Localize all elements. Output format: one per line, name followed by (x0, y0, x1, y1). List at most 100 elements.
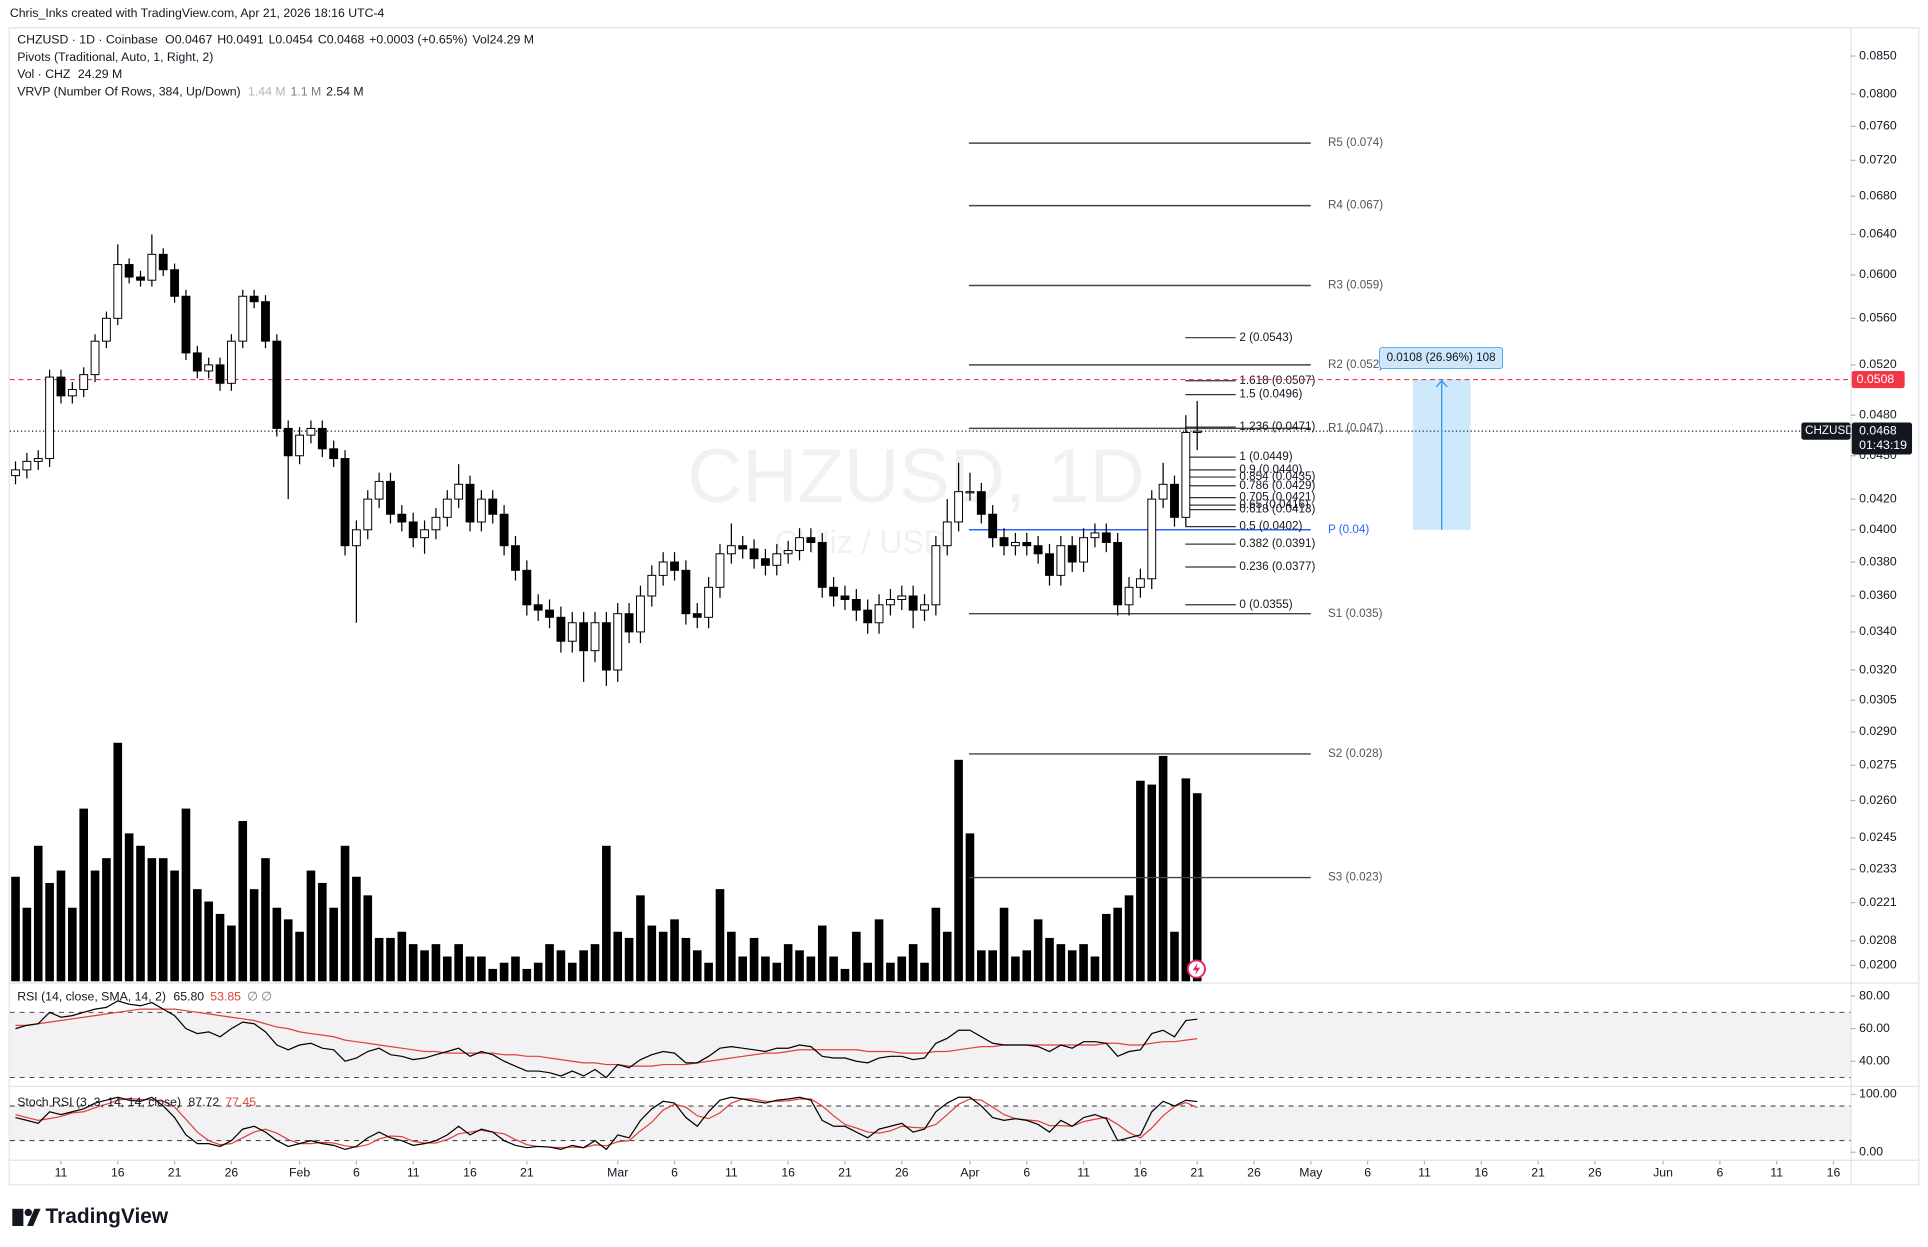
volume-bar (102, 858, 111, 982)
last-price-box (1851, 422, 1913, 455)
y-tick-label: 0.0380 (1859, 554, 1897, 568)
stoch-y-tick-label: 100.00 (1859, 1087, 1897, 1101)
volume-bar (954, 759, 963, 982)
volume-bar (1124, 895, 1134, 982)
last-price-label: 0.0468 (1859, 423, 1897, 437)
volume-bar (193, 889, 202, 982)
candle-body (931, 545, 941, 606)
stoch-label: Stoch RSI (3, 3, 14, 14, close) (17, 1095, 181, 1109)
candle-body (1181, 431, 1191, 518)
volume-bar (170, 870, 179, 982)
volume-bar (727, 931, 736, 982)
candle-body (363, 498, 373, 531)
candle-body (920, 604, 929, 611)
x-tick-label: 16 (1827, 1165, 1841, 1179)
volume-bar (147, 858, 157, 982)
alert-price-label: 0.0508 (1857, 372, 1895, 386)
volume-bar (442, 956, 452, 982)
candle-body (1056, 545, 1066, 576)
symbol-legend: CHZUSD · 1D · Coinbase O0.0467 H0.0491 L0.0… (17, 33, 534, 47)
rsi-values-line (15, 1000, 1198, 1079)
rsi-y-tick-label: 40.00 (1859, 1054, 1890, 1068)
y-tick-label: 0.0400 (1859, 522, 1897, 536)
fib-label: 1.236 (0.0471) (1239, 420, 1315, 433)
fib-label: 0.854 (0.0435) (1239, 470, 1315, 483)
candle-body (1158, 483, 1168, 500)
candle-body (124, 264, 134, 278)
fib-label: 1.618 (0.0507) (1239, 374, 1315, 387)
candle-body (33, 458, 43, 462)
volume-value: 24.29 M (78, 67, 122, 81)
volume-bar (499, 962, 509, 982)
volume-bar (704, 962, 713, 982)
y-tick-label: 0.0290 (1859, 724, 1897, 738)
candle-body (647, 574, 657, 597)
candle-body (113, 264, 123, 319)
vrvp-label: VRVP (Number Of Rows, 384, Up/Down) (17, 85, 240, 99)
candle-body (283, 427, 293, 457)
volume-bar (124, 833, 134, 982)
volume-bar (181, 808, 191, 982)
volume-bar (636, 895, 645, 982)
y-tick-label: 0.0560 (1859, 311, 1897, 325)
x-tick-label: 21 (1531, 1165, 1545, 1179)
pivot-label: R3 (0.059) (1328, 279, 1383, 292)
y-tick-label: 0.0720 (1859, 153, 1897, 167)
stoch-d-value: 77.45 (225, 1095, 256, 1109)
volume-bar (1022, 950, 1032, 982)
volume-bar (829, 956, 838, 982)
fib-label: 0 (0.0355) (1239, 598, 1292, 611)
x-tick-label: 26 (1588, 1165, 1602, 1179)
x-tick-label: Jun (1653, 1165, 1673, 1179)
candle-body (863, 609, 873, 624)
x-tick-label: 6 (1716, 1165, 1723, 1179)
volume-bar (215, 913, 225, 982)
candle-body (795, 537, 804, 552)
volume-bar (1147, 784, 1157, 982)
volume-bar (158, 858, 168, 982)
volume-bar (1170, 931, 1179, 982)
y-tick-label: 0.0520 (1859, 357, 1897, 371)
x-tick-label: Feb (289, 1165, 310, 1179)
volume-bar (477, 956, 486, 982)
volume-bar (272, 907, 282, 982)
rsi-y-tick-label: 60.00 (1859, 1021, 1890, 1035)
volume-bar (431, 944, 441, 982)
volume-bar (465, 956, 475, 982)
candle-body (954, 491, 964, 523)
x-tick-label: 6 (1364, 1165, 1371, 1179)
x-tick-label: 16 (1134, 1165, 1148, 1179)
measure-label: 0.0108 (26.96%) 108 (1387, 351, 1496, 364)
candle-body (1033, 545, 1043, 555)
x-tick-label: 6 (353, 1165, 360, 1179)
change: +0.0003 (+0.65%) (369, 33, 467, 47)
candle-body (613, 613, 623, 671)
volume-bar (1090, 956, 1100, 982)
volume-bar (715, 889, 725, 982)
ohlc: H0.0491 (217, 33, 264, 47)
volume-bar (1101, 913, 1111, 982)
candle-body (840, 595, 850, 600)
fib-label: 0.705 (0.0421) (1239, 491, 1315, 504)
fib-label: 0.786 (0.0429) (1239, 479, 1315, 492)
volume-bar (522, 968, 532, 982)
pivot-label: R4 (0.067) (1328, 199, 1383, 212)
candle-body (874, 604, 884, 624)
candle-body (670, 561, 679, 571)
candle-body (1192, 430, 1202, 433)
volume-bar (670, 919, 679, 982)
volume-bar (1158, 755, 1168, 982)
volume-bar (352, 876, 361, 982)
volume-bar (227, 925, 236, 982)
candle-body (306, 427, 316, 436)
event-icon-bolt (1192, 962, 1201, 976)
stoch-d-line (15, 1097, 1198, 1149)
x-tick-label: 16 (1474, 1165, 1488, 1179)
pivot-label: S2 (0.028) (1328, 747, 1383, 760)
candle-body (1135, 578, 1145, 588)
y-tick-label: 0.0275 (1859, 758, 1897, 772)
pivot-label: S3 (0.023) (1328, 871, 1383, 884)
y-tick-label: 0.0640 (1859, 227, 1897, 241)
stoch-legend: Stoch RSI (3, 3, 14, 14, close) 87.72 77.4… (17, 1095, 256, 1109)
pivot-label: R5 (0.074) (1328, 136, 1383, 149)
